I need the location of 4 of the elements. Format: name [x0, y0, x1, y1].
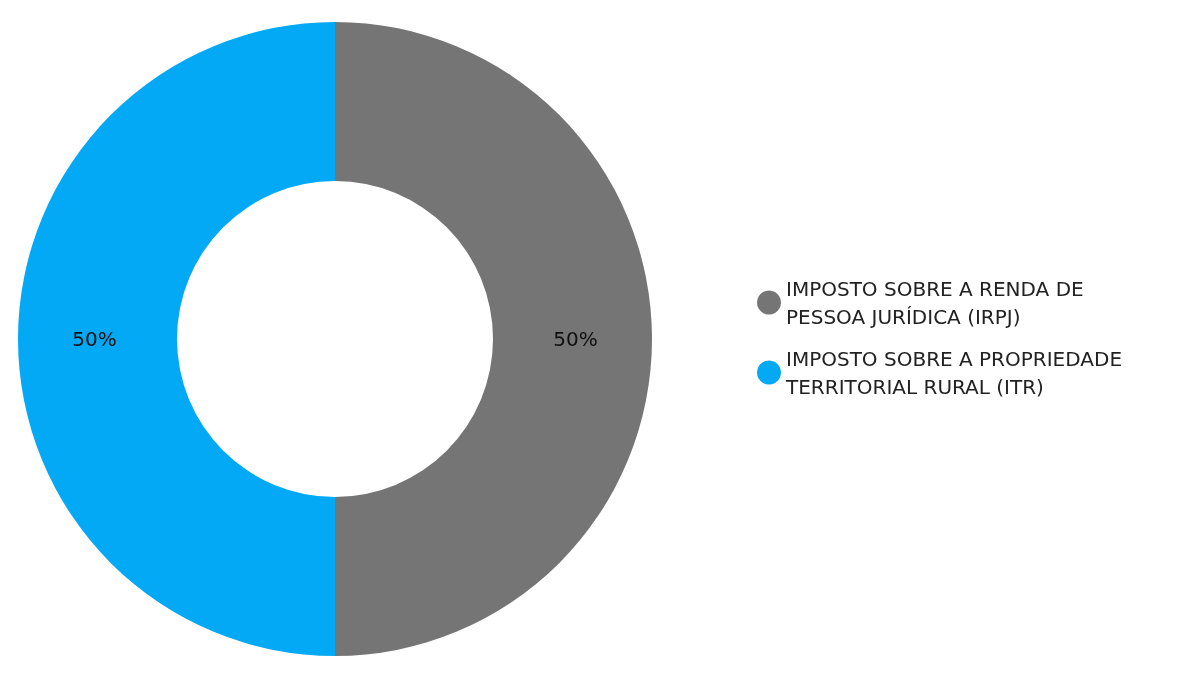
data-label: 50% — [553, 327, 598, 351]
legend-label: IMPOSTO SOBRE A RENDA DE PESSOA JURÍDICA (IRPJ) — [786, 276, 1091, 329]
legend-label: IMPOSTO SOBRE A PROPRIEDADE TERRITORIAL RURAL (ITR) — [785, 346, 1129, 399]
data-label: 50% — [72, 327, 117, 351]
